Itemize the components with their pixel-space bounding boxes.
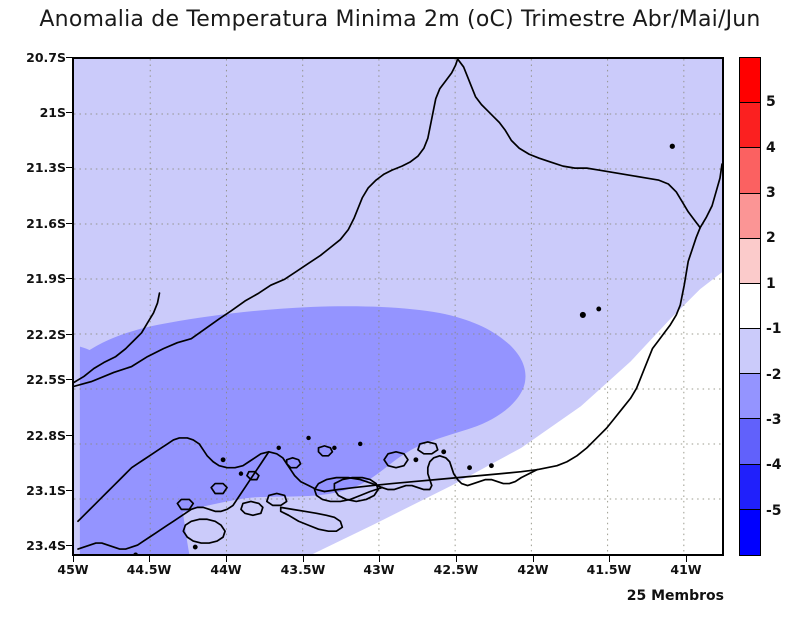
colorbar-tick-label: 1 [766, 275, 776, 292]
x-tick-label: 41W [670, 562, 702, 577]
x-tick-mark [456, 556, 457, 562]
colorbar-tick-label: -5 [766, 502, 782, 519]
x-tick-mark [379, 556, 380, 562]
y-tick-mark [66, 167, 72, 168]
anomaly-map [74, 59, 722, 554]
y-tick-mark [66, 334, 72, 335]
x-tick-mark [686, 556, 687, 562]
x-tick-label: 42.5W [433, 562, 479, 577]
colorbar-band [740, 283, 760, 330]
x-tick-label: 44W [210, 562, 242, 577]
colorbar-band [740, 193, 760, 239]
y-tick-mark [66, 490, 72, 491]
colorbar-tick-label: 5 [766, 94, 776, 111]
y-tick-label: 22.8S [26, 428, 66, 443]
colorbar-band [740, 103, 760, 149]
colorbar-tick-label: -2 [766, 366, 782, 383]
x-tick-mark [303, 556, 304, 562]
x-tick-mark [226, 556, 227, 562]
y-tick-label: 20.7S [26, 50, 66, 65]
map-plot-area [72, 57, 724, 556]
colorbar-band [740, 329, 760, 375]
y-tick-mark [66, 112, 72, 113]
y-tick-label: 21.3S [26, 160, 66, 175]
colorbar-band [740, 148, 760, 194]
y-tick-mark [66, 379, 72, 380]
x-tick-label: 43.5W [280, 562, 326, 577]
colorbar-band [740, 419, 760, 465]
x-tick-mark [149, 556, 150, 562]
colorbar [739, 57, 761, 556]
x-tick-mark [609, 556, 610, 562]
x-tick-mark [73, 556, 74, 562]
colorbar-band [740, 464, 760, 510]
y-tick-mark [66, 435, 72, 436]
x-tick-label: 44.5W [126, 562, 172, 577]
colorbar-tick-label: 4 [766, 139, 776, 156]
x-tick-label: 42W [517, 562, 549, 577]
colorbar-tick-label: -3 [766, 411, 782, 428]
y-tick-label: 23.1S [26, 483, 66, 498]
y-tick-label: 21.6S [26, 216, 66, 231]
x-tick-label: 41.5W [586, 562, 632, 577]
y-tick-label: 22.5S [26, 372, 66, 387]
x-tick-label: 45W [57, 562, 89, 577]
x-tick-label: 43W [363, 562, 395, 577]
y-tick-label: 21.9S [26, 271, 66, 286]
y-tick-label: 21S [39, 105, 66, 120]
y-tick-label: 23.4S [26, 538, 66, 553]
colorbar-band [740, 58, 760, 104]
x-tick-mark [533, 556, 534, 562]
y-tick-label: 22.2S [26, 327, 66, 342]
y-tick-mark [66, 278, 72, 279]
colorbar-tick-label: -1 [766, 321, 782, 338]
colorbar-band [740, 374, 760, 420]
chart-title: Anomalia de Temperatura Minima 2m (oC) T… [39, 7, 761, 32]
y-tick-mark [66, 545, 72, 546]
colorbar-tick-label: 3 [766, 185, 776, 202]
y-tick-mark [66, 57, 72, 58]
members-note: 25 Membros [626, 588, 724, 604]
y-tick-mark [66, 223, 72, 224]
colorbar-tick-label: -4 [766, 457, 782, 474]
colorbar-band [740, 238, 760, 284]
colorbar-tick-label: 2 [766, 230, 776, 247]
colorbar-band [740, 509, 760, 555]
